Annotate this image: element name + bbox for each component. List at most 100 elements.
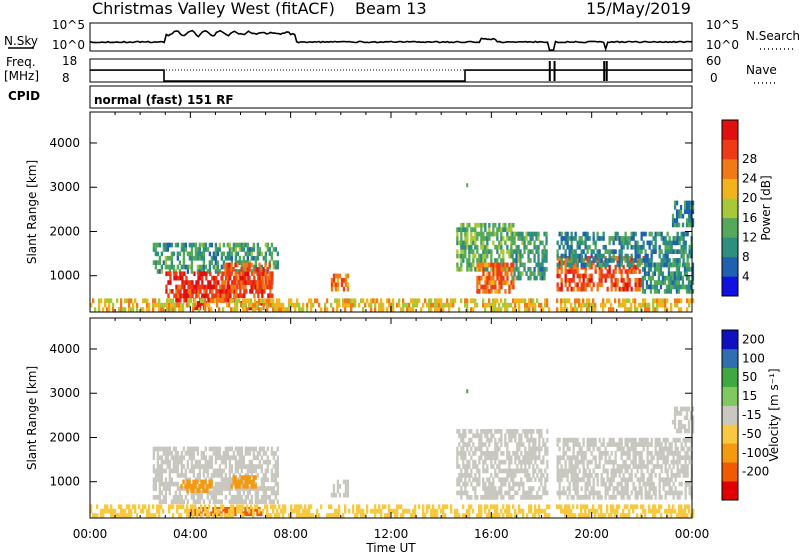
scatter-cell bbox=[346, 492, 350, 498]
scatter-cell bbox=[652, 468, 655, 474]
scatter-cell bbox=[582, 437, 585, 443]
scatter-cell bbox=[424, 298, 427, 304]
scatter-cell bbox=[486, 280, 489, 285]
scatter-cell bbox=[304, 513, 307, 518]
scatter-cell bbox=[675, 284, 679, 290]
scatter-cell bbox=[614, 282, 617, 288]
scatter-cell bbox=[204, 264, 207, 270]
scatter-cell bbox=[480, 508, 483, 514]
scatter-cell bbox=[434, 307, 437, 312]
scatter-cell bbox=[254, 504, 257, 510]
scatter-cell bbox=[170, 451, 173, 456]
scatter-cell bbox=[500, 236, 503, 241]
scatter-cell bbox=[205, 293, 208, 299]
scatter-cell bbox=[468, 473, 471, 478]
time-tick-label: 16:00 bbox=[474, 527, 509, 541]
scatter-cell bbox=[519, 271, 522, 276]
scatter-cell bbox=[532, 486, 535, 491]
scatter-cell bbox=[203, 289, 206, 294]
scatter-cell bbox=[326, 307, 329, 312]
scatter-cell bbox=[258, 307, 261, 312]
scatter-cell bbox=[176, 459, 179, 465]
scatter-cell bbox=[460, 231, 463, 237]
scatter-cell bbox=[342, 479, 346, 485]
scatter-cell bbox=[636, 307, 639, 312]
scatter-cell bbox=[268, 262, 271, 268]
scatter-cell bbox=[523, 236, 526, 241]
scatter-cell bbox=[204, 247, 207, 252]
scatter-cell bbox=[574, 442, 577, 447]
scatter-cell bbox=[396, 508, 399, 514]
scatter-cell bbox=[486, 437, 489, 443]
scatter-cell bbox=[185, 297, 188, 303]
scatter-cell bbox=[468, 451, 471, 456]
scatter-cell bbox=[476, 468, 479, 474]
scatter-cell bbox=[266, 508, 269, 514]
scatter-cell bbox=[560, 278, 563, 283]
scatter-cell bbox=[636, 278, 639, 283]
scatter-cell bbox=[572, 258, 575, 263]
scatter-cell bbox=[584, 262, 587, 268]
scatter-cell bbox=[206, 488, 209, 494]
scatter-cell bbox=[662, 451, 665, 456]
scatter-cell bbox=[582, 262, 585, 268]
scatter-cell bbox=[676, 302, 679, 308]
scatter-cell bbox=[252, 508, 255, 514]
scatter-cell bbox=[360, 513, 363, 518]
scatter-cell bbox=[582, 504, 585, 510]
scatter-cell bbox=[156, 464, 159, 469]
scatter-cell bbox=[146, 513, 149, 518]
scatter-cell bbox=[568, 249, 571, 254]
scatter-cell bbox=[600, 262, 603, 268]
scatter-cell bbox=[240, 468, 243, 474]
scatter-cell bbox=[598, 490, 601, 496]
scatter-cell bbox=[612, 508, 615, 514]
scatter-cell bbox=[264, 486, 267, 491]
scatter-cell bbox=[236, 479, 239, 485]
scatter-cell bbox=[256, 473, 259, 478]
scatter-cell bbox=[679, 284, 683, 290]
scatter-cell bbox=[165, 289, 168, 294]
scatter-cell bbox=[675, 428, 679, 434]
scatter-cell bbox=[524, 455, 527, 461]
scatter-cell bbox=[186, 464, 189, 469]
scatter-cell bbox=[238, 242, 241, 248]
scatter-cell bbox=[219, 284, 222, 290]
scatter-cell bbox=[306, 302, 309, 308]
scatter-cell bbox=[486, 464, 489, 469]
scatter-cell bbox=[628, 473, 631, 478]
scatter-cell bbox=[160, 504, 163, 510]
scatter-cell bbox=[200, 301, 204, 306]
scatter-cell bbox=[216, 490, 219, 496]
scatter-cell bbox=[196, 488, 199, 494]
scatter-cell bbox=[214, 490, 217, 496]
scatter-cell bbox=[242, 490, 245, 496]
scatter-cell bbox=[480, 442, 483, 447]
scatter-cell bbox=[162, 307, 165, 312]
scatter-cell bbox=[676, 446, 679, 452]
scatter-cell bbox=[466, 508, 469, 514]
scatter-cell bbox=[678, 508, 681, 514]
scatter-cell bbox=[543, 275, 546, 281]
scatter-cell bbox=[224, 271, 227, 277]
scatter-cell bbox=[660, 464, 663, 469]
scatter-cell bbox=[252, 284, 255, 290]
scatter-cell bbox=[212, 499, 215, 505]
scatter-cell bbox=[626, 258, 629, 263]
scatter-cell bbox=[533, 244, 536, 250]
scatter-cell bbox=[394, 508, 397, 514]
scatter-cell bbox=[574, 455, 577, 461]
scatter-cell bbox=[376, 508, 379, 514]
scatter-cell bbox=[98, 307, 101, 312]
scatter-cell bbox=[684, 495, 687, 500]
scatter-cell bbox=[588, 262, 591, 268]
scatter-cell bbox=[106, 298, 109, 304]
scatter-cell bbox=[308, 513, 311, 518]
scatter-cell bbox=[204, 298, 207, 304]
scatter-cell bbox=[670, 451, 673, 456]
scatter-cell bbox=[200, 264, 203, 270]
scatter-cell bbox=[630, 446, 633, 452]
scatter-cell bbox=[204, 488, 207, 494]
scatter-cell bbox=[687, 209, 691, 215]
scatter-cell bbox=[687, 419, 691, 425]
